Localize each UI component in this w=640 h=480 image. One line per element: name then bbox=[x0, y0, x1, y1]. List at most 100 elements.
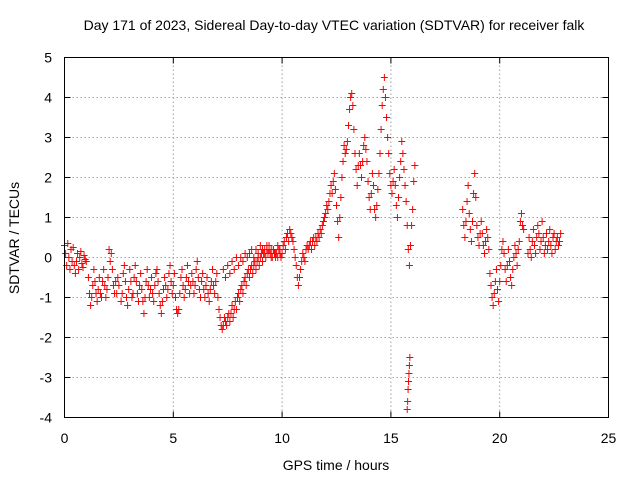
data-point bbox=[218, 326, 226, 333]
data-point bbox=[144, 282, 152, 289]
data-point bbox=[161, 274, 169, 281]
chart-title: Day 171 of 2023, Sidereal Day-to-day VTE… bbox=[84, 17, 586, 33]
data-point bbox=[465, 210, 473, 217]
data-point bbox=[411, 162, 419, 169]
data-point bbox=[479, 242, 487, 249]
data-point bbox=[149, 290, 157, 297]
data-point bbox=[510, 254, 518, 261]
data-point bbox=[548, 250, 556, 257]
data-point bbox=[69, 244, 77, 251]
data-point bbox=[168, 290, 176, 297]
data-point bbox=[289, 238, 297, 245]
data-point bbox=[485, 246, 493, 253]
data-point bbox=[66, 266, 74, 273]
data-point bbox=[226, 270, 234, 277]
x-tick-label: 20 bbox=[492, 430, 508, 446]
data-point bbox=[547, 242, 555, 249]
y-tick-label: 5 bbox=[44, 50, 52, 66]
data-point bbox=[377, 126, 385, 133]
data-point bbox=[507, 274, 515, 281]
data-point bbox=[75, 266, 83, 273]
data-point bbox=[471, 170, 479, 177]
data-point bbox=[498, 246, 506, 253]
data-point bbox=[146, 286, 154, 293]
data-point bbox=[164, 286, 172, 293]
data-point bbox=[383, 114, 391, 121]
data-point bbox=[300, 254, 308, 261]
data-point bbox=[151, 282, 159, 289]
data-point bbox=[467, 238, 475, 245]
data-point bbox=[242, 282, 250, 289]
data-point bbox=[311, 242, 319, 249]
data-point bbox=[495, 298, 503, 305]
data-point bbox=[237, 286, 245, 293]
data-point bbox=[404, 246, 412, 253]
data-point bbox=[335, 234, 343, 241]
data-point bbox=[404, 398, 412, 405]
data-point bbox=[101, 282, 109, 289]
data-point bbox=[488, 294, 496, 301]
data-point bbox=[469, 218, 476, 225]
data-point bbox=[509, 266, 517, 273]
data-point bbox=[497, 262, 505, 269]
data-point bbox=[350, 126, 358, 133]
data-point bbox=[237, 254, 245, 261]
data-point bbox=[365, 194, 373, 201]
data-point bbox=[531, 242, 539, 249]
data-point bbox=[534, 222, 542, 229]
data-point bbox=[324, 206, 332, 213]
data-point bbox=[131, 262, 139, 269]
data-point bbox=[78, 260, 86, 267]
data-point bbox=[179, 282, 187, 289]
data-point bbox=[532, 250, 540, 257]
data-point bbox=[513, 262, 521, 269]
data-point bbox=[194, 274, 202, 281]
data-point bbox=[402, 198, 410, 205]
data-point bbox=[399, 150, 407, 157]
data-point bbox=[540, 250, 548, 257]
data-point bbox=[137, 270, 145, 277]
data-point bbox=[460, 222, 468, 229]
data-point bbox=[183, 262, 191, 269]
data-point bbox=[405, 370, 413, 377]
data-point bbox=[501, 266, 509, 273]
data-point bbox=[212, 278, 220, 285]
data-point bbox=[316, 226, 324, 233]
y-tick-label: 3 bbox=[44, 130, 52, 146]
data-point bbox=[525, 234, 533, 241]
data-point bbox=[205, 298, 213, 305]
data-point bbox=[259, 246, 267, 253]
data-point bbox=[459, 206, 467, 213]
data-point bbox=[87, 302, 95, 309]
data-point bbox=[524, 250, 532, 257]
data-point bbox=[393, 214, 401, 221]
data-point bbox=[329, 178, 337, 185]
data-point bbox=[337, 194, 345, 201]
data-point bbox=[381, 94, 389, 101]
data-point bbox=[169, 282, 177, 289]
data-point bbox=[544, 246, 552, 253]
data-point bbox=[84, 274, 92, 281]
data-point bbox=[232, 306, 240, 313]
data-point bbox=[505, 258, 513, 265]
data-point bbox=[375, 170, 383, 177]
data-point bbox=[223, 322, 231, 329]
data-point bbox=[167, 278, 175, 285]
data-point bbox=[278, 250, 286, 257]
data-point bbox=[263, 242, 271, 249]
data-point bbox=[400, 166, 408, 173]
data-point bbox=[536, 246, 544, 253]
data-point bbox=[389, 178, 397, 185]
data-point bbox=[352, 166, 360, 173]
data-point bbox=[554, 242, 562, 249]
data-point bbox=[535, 230, 543, 237]
data-point bbox=[517, 210, 525, 217]
data-point bbox=[82, 258, 90, 265]
data-point bbox=[157, 310, 165, 317]
data-point bbox=[291, 254, 299, 261]
y-tick-label: 4 bbox=[44, 90, 52, 106]
data-point bbox=[353, 182, 361, 189]
data-point bbox=[385, 150, 393, 157]
data-point bbox=[229, 314, 237, 321]
